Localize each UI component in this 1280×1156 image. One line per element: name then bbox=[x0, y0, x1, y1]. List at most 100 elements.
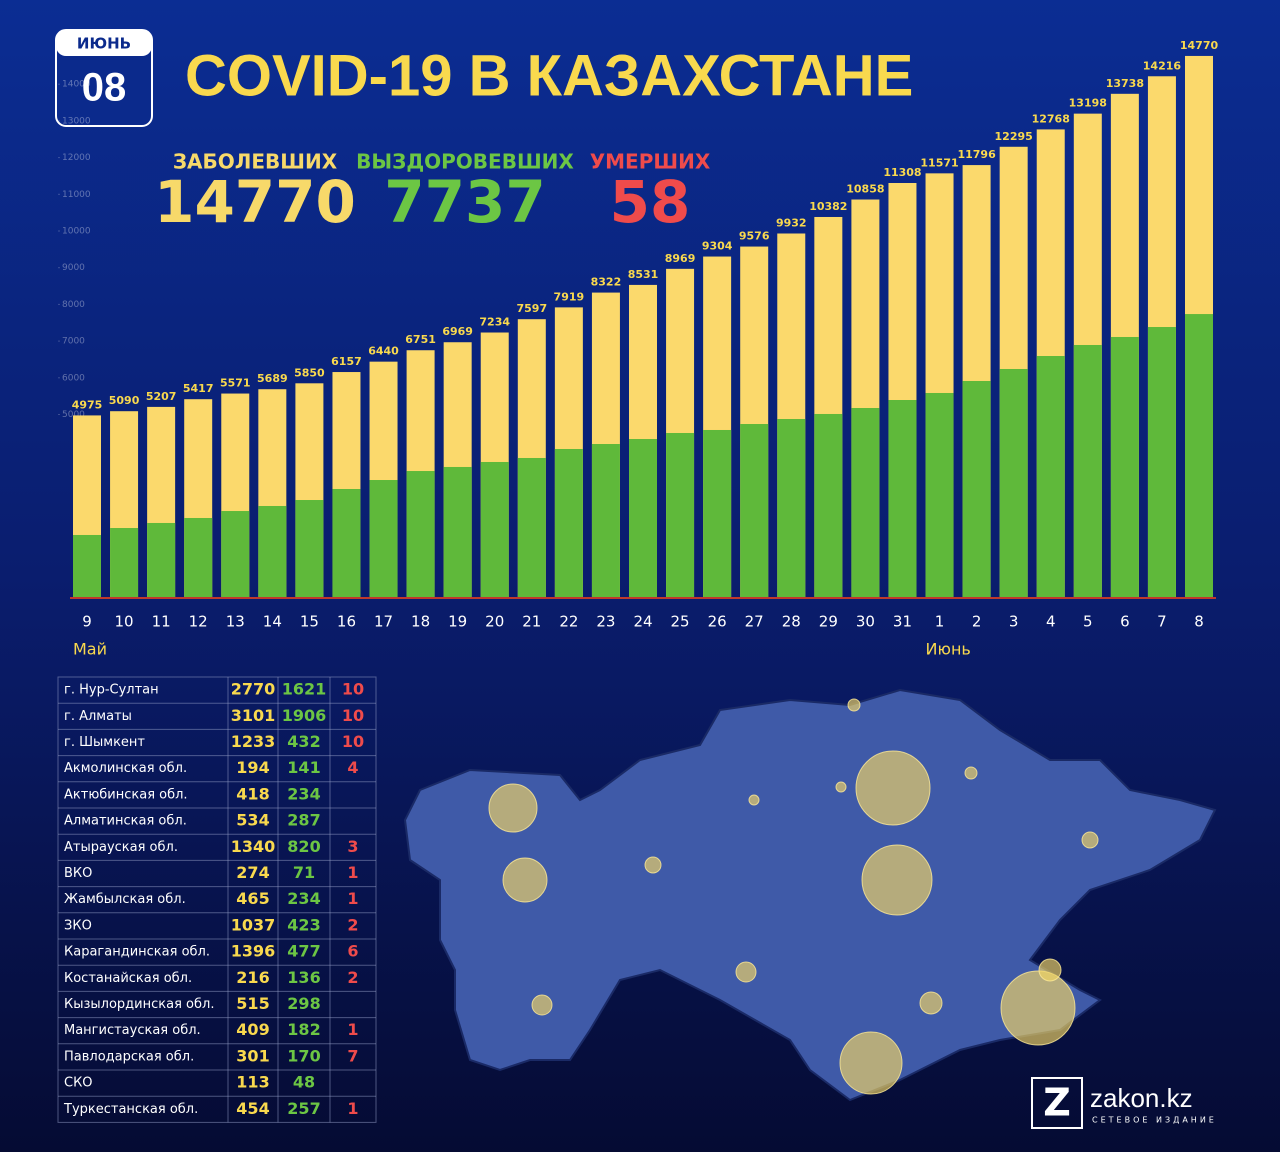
table-cell: Атырауская обл. bbox=[64, 840, 178, 855]
map-circle bbox=[502, 857, 548, 903]
summary-value: 14770 bbox=[154, 168, 356, 236]
x-tick-label: 23 bbox=[596, 613, 615, 631]
logo: Z zakon.kz СЕТЕВОЕ ИЗДАНИЕ bbox=[1031, 1077, 1214, 1129]
y-tick-label: 11000 bbox=[62, 190, 91, 200]
table-cell: 423 bbox=[287, 915, 320, 934]
table-cell: 820 bbox=[287, 837, 320, 856]
bar bbox=[629, 439, 657, 598]
table-cell: Костанайская обл. bbox=[64, 971, 192, 986]
value-label: 8322 bbox=[591, 276, 622, 289]
value-label: 6751 bbox=[405, 333, 436, 346]
calendar-day: 08 bbox=[82, 66, 127, 110]
bar bbox=[221, 511, 250, 598]
value-label: 10382 bbox=[809, 200, 847, 213]
table-cell: г. Алматы bbox=[64, 709, 132, 724]
bar bbox=[777, 419, 806, 598]
x-tick-label: 10 bbox=[115, 613, 134, 631]
table-cell: 1 bbox=[347, 863, 358, 882]
table-cell: г. Шымкент bbox=[64, 735, 145, 750]
table-cell: 1 bbox=[347, 889, 358, 908]
value-label: 6440 bbox=[368, 345, 399, 358]
table-cell: 515 bbox=[236, 994, 269, 1013]
table-cell: 301 bbox=[236, 1046, 269, 1065]
map-circle bbox=[919, 991, 943, 1015]
map-circle bbox=[861, 844, 933, 916]
bar bbox=[814, 413, 843, 598]
table-cell: 274 bbox=[236, 863, 269, 882]
table-cell: 3101 bbox=[231, 706, 276, 725]
table-cell: 234 bbox=[287, 784, 320, 803]
map-circle bbox=[1000, 970, 1076, 1046]
value-label: 8531 bbox=[628, 268, 659, 281]
table-cell: 2770 bbox=[231, 680, 276, 699]
map-circles bbox=[488, 698, 1099, 1095]
value-label: 13738 bbox=[1106, 77, 1144, 90]
map-circle bbox=[847, 698, 861, 712]
bar bbox=[332, 489, 361, 598]
value-label: 6157 bbox=[331, 355, 362, 368]
calendar-header bbox=[56, 30, 152, 56]
summary-label: УМЕРШИХ bbox=[590, 150, 711, 174]
bar bbox=[925, 392, 954, 598]
value-label: 5571 bbox=[220, 377, 251, 390]
logo-name: zakon.kz bbox=[1090, 1083, 1193, 1113]
table-cell: 432 bbox=[287, 732, 320, 751]
value-label: 7919 bbox=[554, 290, 585, 303]
table-cell: Кызылординская обл. bbox=[64, 997, 214, 1012]
table-cell: 287 bbox=[287, 811, 320, 830]
table-cell: 48 bbox=[293, 1073, 315, 1092]
x-tick-label: 12 bbox=[189, 613, 208, 631]
table-cell: 1037 bbox=[231, 915, 276, 934]
table-cell: ЗКО bbox=[64, 918, 92, 933]
x-tick-label: 7 bbox=[1157, 613, 1167, 631]
table-cell: Карагандинская обл. bbox=[64, 945, 210, 960]
summary-label: ВЫЗДОРОВЕВШИХ bbox=[356, 150, 574, 174]
x-tick-label: 11 bbox=[152, 613, 171, 631]
map-circle bbox=[1081, 831, 1099, 849]
bar bbox=[443, 466, 472, 598]
value-label: 9576 bbox=[739, 230, 770, 243]
y-tick-label: 7000 bbox=[62, 337, 85, 347]
bar bbox=[888, 400, 917, 598]
map-circle bbox=[644, 856, 662, 874]
x-tick-label: 28 bbox=[782, 613, 801, 631]
table-cell: 10 bbox=[342, 680, 364, 699]
bar bbox=[666, 432, 695, 598]
table-cell: 2 bbox=[347, 915, 358, 934]
calendar-month: ИЮНЬ bbox=[77, 35, 131, 53]
x-tick-label: 25 bbox=[671, 613, 690, 631]
table-cell: 4 bbox=[347, 758, 358, 777]
value-label: 14770 bbox=[1180, 39, 1219, 52]
table-cell: 1396 bbox=[231, 942, 276, 961]
bar bbox=[517, 457, 546, 598]
table-cell: 1621 bbox=[282, 680, 327, 699]
month-label: Июнь bbox=[926, 640, 971, 659]
month-label: Май bbox=[73, 640, 107, 659]
value-label: 5417 bbox=[183, 382, 214, 395]
y-tick-label: 6000 bbox=[62, 373, 85, 383]
table-cell: 1 bbox=[347, 1020, 358, 1039]
table-cell: 113 bbox=[236, 1073, 269, 1092]
bar bbox=[1110, 336, 1139, 598]
table-cell: 409 bbox=[236, 1020, 269, 1039]
bar bbox=[591, 444, 620, 598]
table-cell: 182 bbox=[287, 1020, 320, 1039]
y-tick-label: 14000 bbox=[62, 80, 91, 90]
bar bbox=[1147, 327, 1176, 598]
bar bbox=[554, 448, 583, 598]
table-cell: 170 bbox=[287, 1046, 320, 1065]
table-cell: 141 bbox=[287, 758, 320, 777]
x-tick-label: 22 bbox=[559, 613, 578, 631]
map-circle bbox=[855, 750, 931, 826]
y-tick-label: 8000 bbox=[62, 300, 85, 310]
value-label: 11571 bbox=[920, 156, 958, 169]
x-tick-label: 17 bbox=[374, 613, 393, 631]
table: г. Нур-Султан 2770 1621 10г. Алматы 3101 1906… bbox=[57, 676, 377, 1123]
bar bbox=[147, 522, 176, 598]
table-cell: Жамбылская обл. bbox=[64, 892, 186, 907]
bar bbox=[1036, 356, 1065, 598]
value-label: 5207 bbox=[146, 390, 177, 403]
x-tick-label: 5 bbox=[1083, 613, 1093, 631]
